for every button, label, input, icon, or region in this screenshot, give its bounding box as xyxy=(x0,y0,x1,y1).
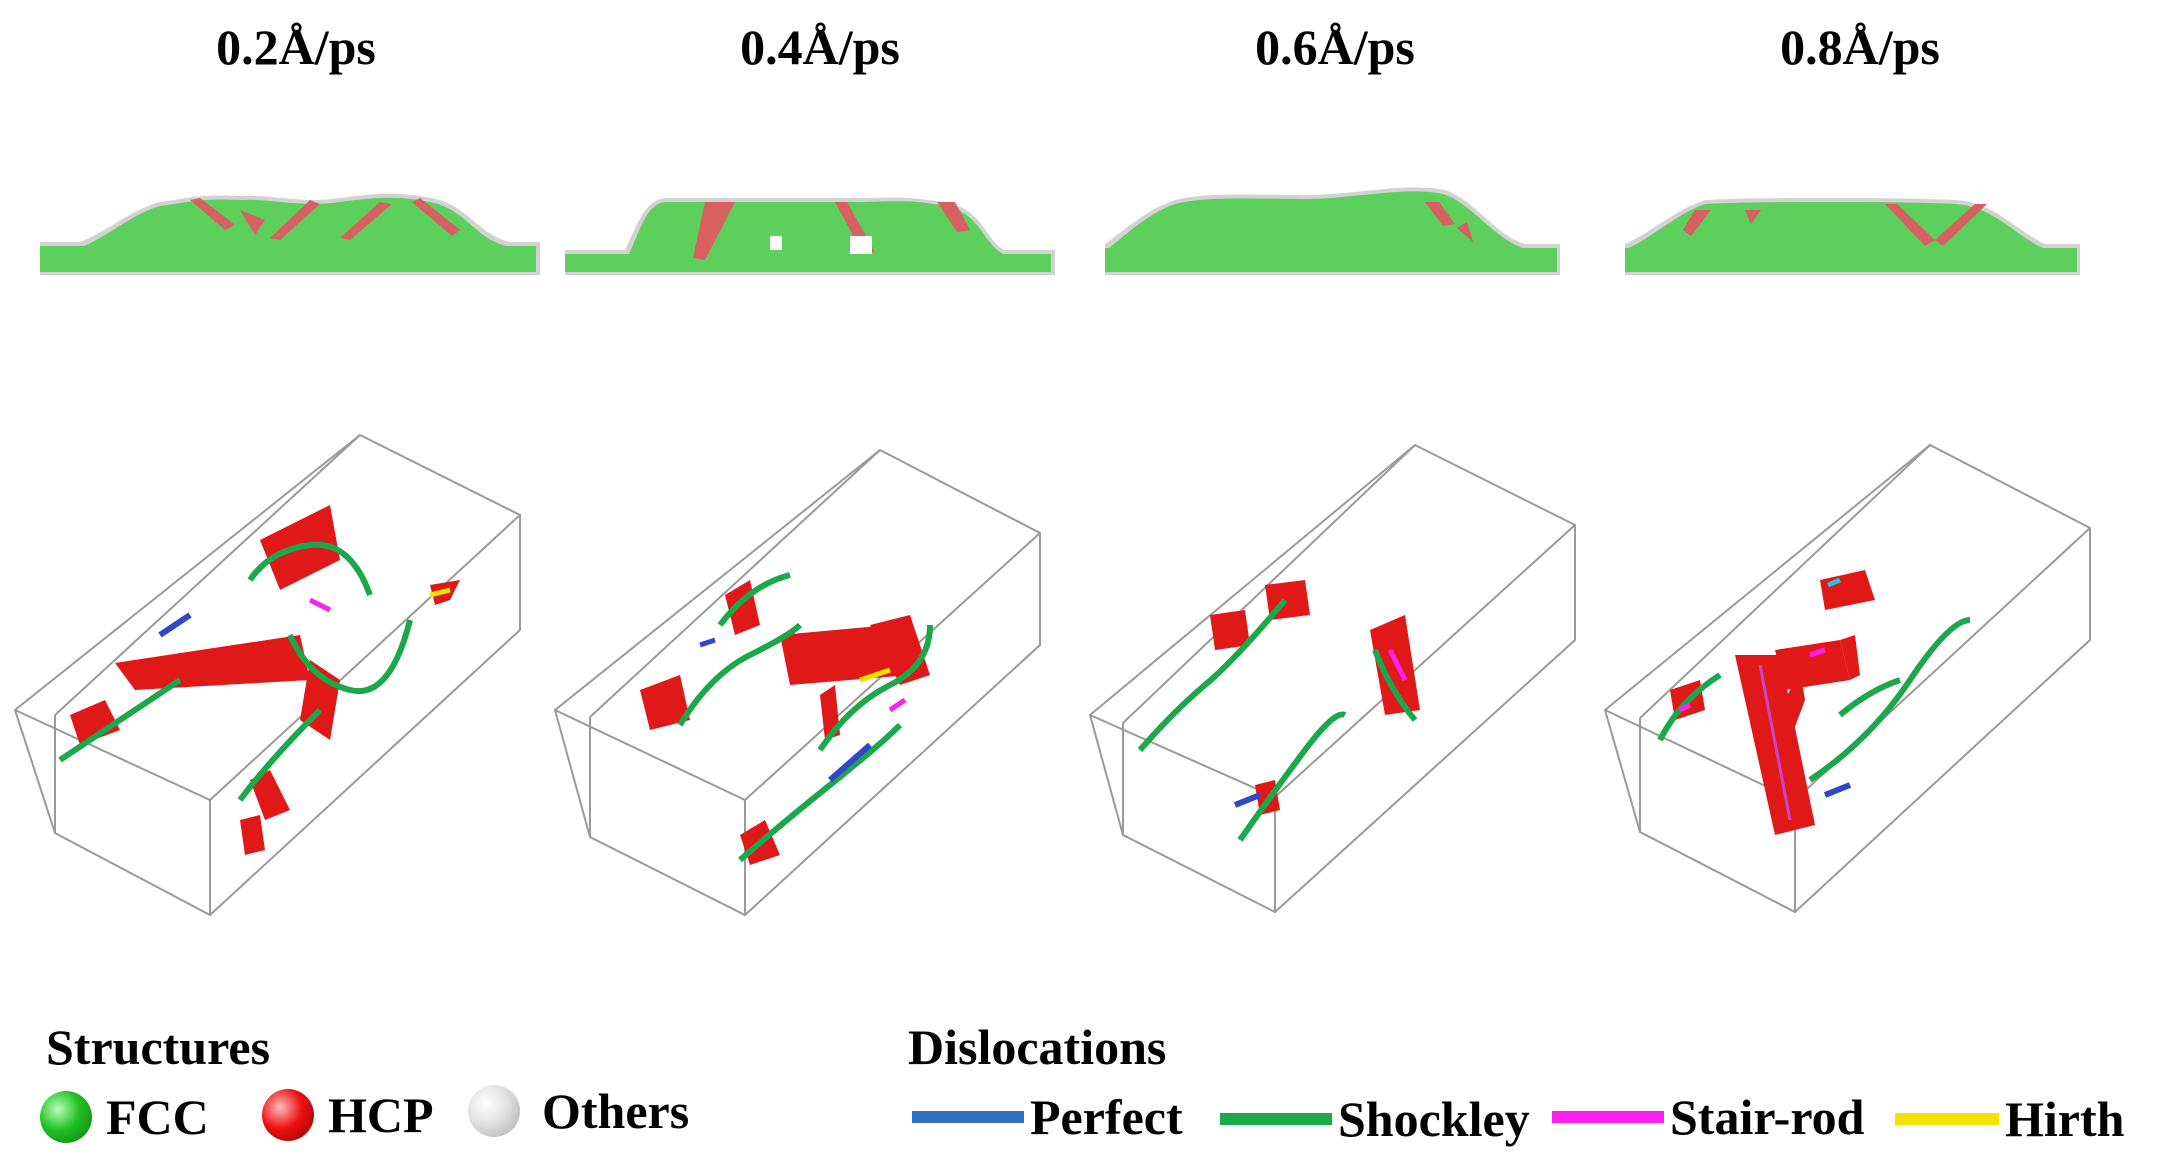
legend-stair-rod-label: Stair-rod xyxy=(1670,1089,1865,1145)
defect-view-4 xyxy=(1603,443,2091,914)
legend-shockley: Shockley xyxy=(1220,1090,1530,1148)
column-title-3: 0.6Å/ps xyxy=(1255,19,1415,75)
others-sphere-icon xyxy=(468,1085,520,1137)
cross-section-2 xyxy=(565,197,1055,275)
defect-view-3 xyxy=(1088,443,1576,914)
legend-shockley-label: Shockley xyxy=(1338,1091,1530,1147)
defect-view-1 xyxy=(13,433,521,917)
legend-others-label: Others xyxy=(542,1083,690,1139)
cross-section-3 xyxy=(1105,187,1560,275)
column-title-1: 0.2Å/ps xyxy=(216,19,376,75)
fcc-sphere-icon xyxy=(40,1091,92,1143)
legend-hcp-label: HCP xyxy=(328,1087,434,1143)
structures-legend-heading: Structures xyxy=(46,1019,271,1075)
column-title-4: 0.8Å/ps xyxy=(1780,19,1940,75)
legend-perfect-label: Perfect xyxy=(1030,1089,1183,1145)
legend-hcp: HCP xyxy=(262,1086,434,1144)
defect-view-2 xyxy=(553,448,1041,917)
legend-others: Others xyxy=(468,1082,689,1140)
cross-section-4 xyxy=(1625,198,2080,275)
legend-perfect: Perfect xyxy=(912,1088,1183,1146)
dislocations-legend-heading: Dislocations xyxy=(908,1019,1167,1075)
column-title-2: 0.4Å/ps xyxy=(740,19,900,75)
stair-rod-line-swatch xyxy=(1552,1111,1664,1123)
cross-section-1 xyxy=(40,193,540,275)
legend-hirth-label: Hirth xyxy=(2005,1091,2125,1147)
hirth-line-swatch xyxy=(1895,1113,1999,1125)
hcp-sphere-icon xyxy=(262,1089,314,1141)
legend-hirth: Hirth xyxy=(1895,1090,2124,1148)
perfect-line-swatch xyxy=(912,1111,1024,1123)
legend-stair-rod: Stair-rod xyxy=(1552,1088,1864,1146)
legend-fcc-label: FCC xyxy=(106,1089,209,1145)
shockley-line-swatch xyxy=(1220,1113,1332,1125)
legend-fcc: FCC xyxy=(40,1088,209,1146)
